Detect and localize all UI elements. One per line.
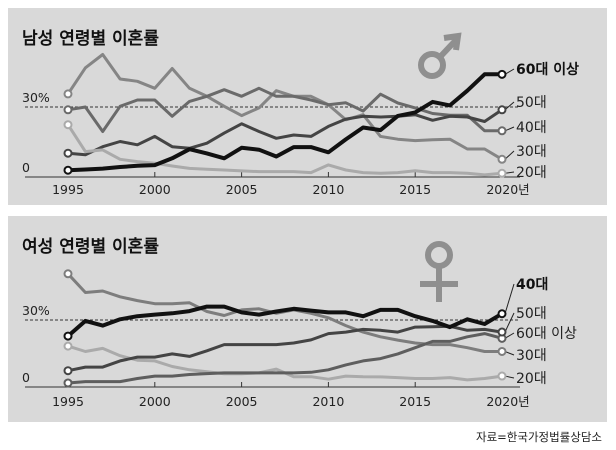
series-start-marker [63, 148, 73, 158]
series-start-marker [63, 269, 73, 279]
series-line-50대 [67, 108, 503, 157]
x-tick-label: 2015 [399, 394, 431, 409]
label-leader-line [504, 283, 515, 314]
x-tick-label: 2000 [139, 182, 171, 197]
series-line-20대 [66, 123, 503, 177]
series-start-marker [63, 378, 73, 388]
x-tick-label: 2020년 [486, 394, 529, 409]
series-end-marker [497, 105, 507, 115]
series-label: 30대 [516, 348, 547, 364]
male-symbol-icon [418, 32, 462, 79]
y-tick-label: 30% [22, 90, 50, 105]
x-tick-label: 2005 [226, 182, 258, 197]
y-tick-label: 0 [22, 370, 30, 385]
male-chart: 0 30% 1995 2000 2005 2010 2015 2020년 30대 40대 50대 20… [22, 53, 579, 197]
female-chart-title: 여성 연령별 이혼률 [22, 236, 159, 257]
series-line-40대 [67, 86, 502, 133]
x-tick-label: 2020년 [486, 182, 529, 197]
series-label: 60대 이상 [516, 61, 579, 78]
series-end-marker [497, 69, 507, 79]
series-label: 30대 [516, 144, 547, 160]
series-label: 20대 [516, 371, 547, 387]
female-chart: 0 30% 1995 2000 2005 2010 2015 2020년 30대 20대 60대 이… [22, 269, 577, 409]
label-leader-line [504, 68, 515, 75]
label-leader-line [504, 312, 515, 333]
series-end-marker [497, 371, 507, 381]
series-start-marker [63, 341, 73, 351]
source-note: 자료=한국가정법률상담소 [476, 430, 602, 444]
series-label: 40대 [516, 120, 547, 136]
series-label: 50대 [516, 306, 547, 322]
label-leader-line [504, 150, 515, 160]
series-start-marker [63, 120, 73, 130]
series-end-marker [497, 154, 507, 164]
series-line-40대 [66, 304, 504, 338]
series-label: 60대 이상 [516, 326, 577, 342]
x-tick-label: 1995 [52, 394, 84, 409]
series-end-marker [497, 168, 507, 178]
x-tick-label: 2000 [139, 394, 171, 409]
label-leader-line [504, 375, 515, 379]
y-tick-label: 30% [22, 303, 50, 318]
label-leader-line [504, 126, 515, 132]
x-tick-label: 2010 [312, 394, 344, 409]
series-end-marker [497, 327, 507, 337]
x-tick-label: 2015 [399, 182, 431, 197]
label-leader-line [504, 101, 515, 111]
series-line-60대이상 [67, 332, 503, 385]
series-line-60대이상 [67, 72, 502, 173]
series-line-30대 [66, 53, 503, 161]
series-label: 50대 [516, 95, 547, 111]
label-leader-line [504, 332, 515, 339]
male-chart-title: 남성 연령별 이혼률 [22, 28, 159, 49]
x-tick-label: 2010 [312, 182, 344, 197]
x-tick-label: 2005 [226, 394, 258, 409]
x-tick-label: 1995 [52, 182, 84, 197]
series-label: 20대 [516, 165, 547, 181]
series-start-marker [63, 366, 73, 376]
series-start-marker [63, 331, 73, 341]
series-label: 40대 [516, 277, 548, 293]
female-symbol-icon [420, 241, 458, 302]
label-leader-line [504, 351, 515, 356]
series-end-marker [497, 346, 507, 356]
y-tick-label: 0 [22, 160, 30, 175]
label-leader-line [504, 171, 515, 174]
series-end-marker [497, 126, 507, 136]
series-start-marker [63, 89, 73, 99]
series-start-marker [63, 165, 73, 175]
female-panel-background [8, 216, 607, 422]
series-start-marker [63, 105, 73, 115]
series-line-50대 [67, 324, 503, 373]
series-end-marker [497, 309, 507, 319]
